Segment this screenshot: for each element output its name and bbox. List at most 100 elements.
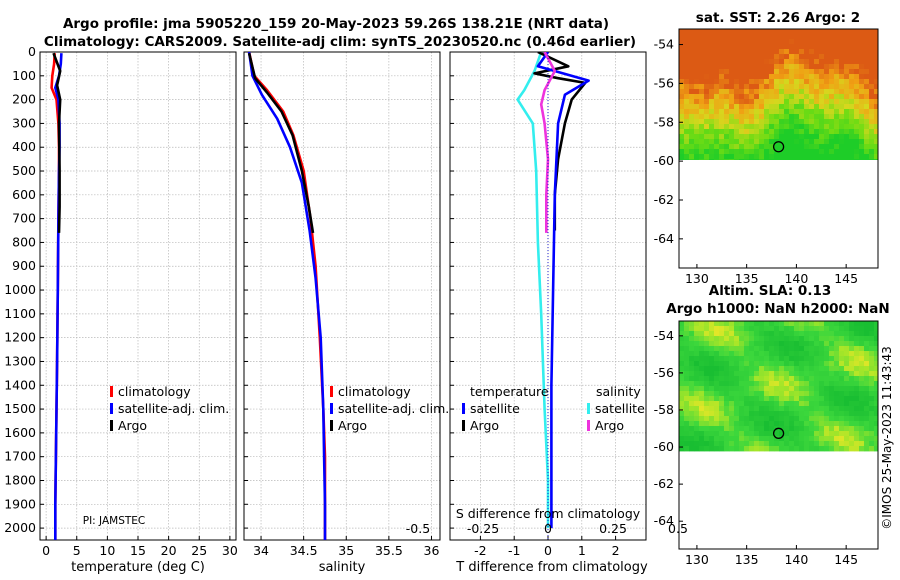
heatmap-cell	[844, 406, 850, 412]
heatmap-cell	[749, 44, 755, 50]
heatmap-cell	[859, 406, 865, 412]
heatmap-cell	[839, 64, 845, 70]
map-title: sat. SST: 2.26 Argo: 2	[696, 10, 860, 26]
heatmap-cell	[804, 346, 810, 352]
heatmap-cell	[734, 336, 740, 342]
heatmap-cell	[804, 361, 810, 367]
heatmap-cell	[744, 361, 750, 367]
heatmap-cell	[759, 114, 765, 120]
heatmap-cell	[739, 416, 745, 422]
heatmap-cell	[849, 391, 855, 397]
heatmap-cell	[709, 391, 715, 397]
heatmap-cell	[684, 114, 690, 120]
heatmap-cell	[859, 124, 865, 130]
heatmap-cell	[874, 114, 878, 120]
series-line-salinity-satellite	[536, 52, 590, 529]
heatmap-cell	[809, 431, 815, 437]
heatmap-cell	[734, 119, 740, 125]
heatmap-cell	[724, 89, 730, 95]
heatmap-cell	[734, 104, 740, 110]
heatmap-cell	[689, 44, 695, 50]
heatmap-cell	[834, 381, 840, 387]
legend-swatch	[462, 403, 465, 414]
heatmap-cell	[704, 109, 710, 115]
heatmap-cell	[709, 431, 715, 437]
heatmap-cell	[869, 406, 875, 412]
heatmap-cell	[694, 49, 700, 55]
heatmap-cell	[829, 431, 835, 437]
heatmap-cell	[709, 39, 715, 45]
map-title: Altim. SLA: 0.13	[709, 283, 831, 299]
heatmap-cell	[859, 326, 865, 332]
heatmap-cell	[804, 34, 810, 40]
heatmap-cell	[859, 154, 865, 160]
heatmap-cell	[774, 441, 780, 447]
heatmap-cell	[709, 74, 715, 80]
heatmap-cell	[774, 321, 780, 327]
heatmap-cell	[834, 321, 840, 327]
heatmap-cell	[819, 406, 825, 412]
legend-label: satellite-adj. clim.	[118, 401, 229, 416]
heatmap-cell	[834, 44, 840, 50]
heatmap-cell	[734, 99, 740, 105]
heatmap-cell	[799, 99, 805, 105]
heatmap-cell	[804, 356, 810, 362]
heatmap-cell	[769, 44, 775, 50]
heatmap-cell	[824, 341, 830, 347]
heatmap-cell	[784, 29, 790, 35]
heatmap-cell	[764, 69, 770, 75]
heatmap-cell	[799, 94, 805, 100]
heatmap-cell	[834, 124, 840, 130]
heatmap-cell	[714, 109, 720, 115]
heatmap-cell	[819, 109, 825, 115]
heatmap-cell	[689, 89, 695, 95]
heatmap-cell	[849, 104, 855, 110]
heatmap-cell	[719, 431, 725, 437]
heatmap-cell	[704, 326, 710, 332]
heatmap-cell	[679, 89, 685, 95]
heatmap-cell	[849, 411, 855, 417]
heatmap-cell	[724, 346, 730, 352]
heatmap-cell	[839, 401, 845, 407]
heatmap-cell	[764, 94, 770, 100]
heatmap-cell	[769, 134, 775, 140]
heatmap-cell	[764, 79, 770, 85]
heatmap-cell	[759, 39, 765, 45]
heatmap-cell	[744, 376, 750, 382]
heatmap-cell	[749, 391, 755, 397]
heatmap-cell	[854, 406, 860, 412]
heatmap-cell	[744, 426, 750, 432]
heatmap-cell	[764, 361, 770, 367]
heatmap-cell	[694, 351, 700, 357]
heatmap-cell	[869, 351, 875, 357]
heatmap-cell	[854, 366, 860, 372]
heatmap-cell	[774, 94, 780, 100]
heatmap-cell	[794, 149, 800, 155]
heatmap-cell	[764, 74, 770, 80]
heatmap-cell	[869, 139, 875, 145]
heatmap-cell	[729, 376, 735, 382]
heatmap-cell	[754, 351, 760, 357]
heatmap-cell	[814, 34, 820, 40]
heatmap-cell	[839, 376, 845, 382]
heatmap-cell	[704, 104, 710, 110]
heatmap-cell	[824, 139, 830, 145]
heatmap-cell	[819, 159, 825, 160]
heatmap-cell	[819, 149, 825, 155]
heatmap-cell	[794, 84, 800, 90]
heatmap-cell	[689, 74, 695, 80]
heatmap-cell	[704, 416, 710, 422]
heatmap-cell	[829, 351, 835, 357]
heatmap-cell	[764, 129, 770, 135]
heatmap-cell	[759, 441, 765, 447]
heatmap-cell	[679, 144, 685, 150]
heatmap-cell	[759, 44, 765, 50]
heatmap-cell	[704, 29, 710, 35]
heatmap-cell	[839, 351, 845, 357]
heatmap-cell	[689, 401, 695, 407]
heatmap-cell	[834, 436, 840, 442]
heatmap-cell	[709, 441, 715, 447]
heatmap-cell	[724, 441, 730, 447]
heatmap-cell	[769, 356, 775, 362]
heatmap-cell	[774, 29, 780, 35]
